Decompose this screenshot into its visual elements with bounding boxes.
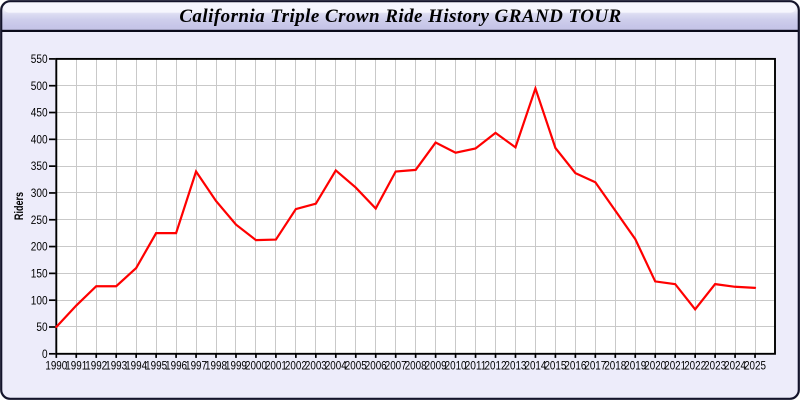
svg-text:2014: 2014	[524, 361, 546, 373]
svg-text:1992: 1992	[85, 361, 107, 373]
svg-text:1996: 1996	[165, 361, 187, 373]
svg-text:1990: 1990	[45, 361, 67, 373]
svg-text:2006: 2006	[365, 361, 387, 373]
svg-text:2003: 2003	[305, 361, 327, 373]
svg-text:2010: 2010	[445, 361, 467, 373]
svg-text:1995: 1995	[145, 361, 167, 373]
svg-text:1998: 1998	[205, 361, 227, 373]
svg-text:50: 50	[36, 322, 47, 334]
svg-text:2021: 2021	[664, 361, 686, 373]
svg-text:2007: 2007	[385, 361, 407, 373]
svg-text:2018: 2018	[604, 361, 626, 373]
svg-text:1994: 1994	[125, 361, 147, 373]
svg-text:2004: 2004	[325, 361, 347, 373]
svg-text:400: 400	[31, 134, 48, 146]
svg-text:1991: 1991	[65, 361, 87, 373]
svg-text:100: 100	[31, 295, 48, 307]
svg-text:2013: 2013	[505, 361, 527, 373]
svg-text:2002: 2002	[285, 361, 307, 373]
svg-text:California Triple Crown Ride H: California Triple Crown Ride History GRA…	[179, 6, 621, 27]
svg-text:500: 500	[31, 81, 48, 93]
svg-text:0: 0	[42, 349, 48, 361]
svg-text:2025: 2025	[744, 361, 766, 373]
svg-text:2000: 2000	[245, 361, 267, 373]
svg-text:450: 450	[31, 108, 48, 120]
svg-text:150: 150	[31, 268, 48, 280]
svg-text:2012: 2012	[485, 361, 507, 373]
svg-text:200: 200	[31, 242, 48, 254]
svg-text:1993: 1993	[105, 361, 127, 373]
svg-text:2017: 2017	[584, 361, 606, 373]
svg-text:1999: 1999	[225, 361, 247, 373]
svg-text:300: 300	[31, 188, 48, 200]
svg-text:2008: 2008	[405, 361, 427, 373]
svg-text:2001: 2001	[265, 361, 287, 373]
svg-text:2023: 2023	[704, 361, 726, 373]
svg-text:2015: 2015	[544, 361, 566, 373]
svg-text:2011: 2011	[465, 361, 487, 373]
svg-text:350: 350	[31, 161, 48, 173]
svg-text:2019: 2019	[624, 361, 646, 373]
svg-text:250: 250	[31, 215, 48, 227]
svg-text:1997: 1997	[185, 361, 207, 373]
svg-text:Riders: Riders	[14, 192, 26, 220]
svg-text:2022: 2022	[684, 361, 706, 373]
svg-text:2009: 2009	[425, 361, 447, 373]
svg-text:2016: 2016	[564, 361, 586, 373]
svg-text:2020: 2020	[644, 361, 666, 373]
svg-text:2024: 2024	[724, 361, 746, 373]
svg-text:550: 550	[31, 54, 48, 66]
svg-text:2005: 2005	[345, 361, 367, 373]
